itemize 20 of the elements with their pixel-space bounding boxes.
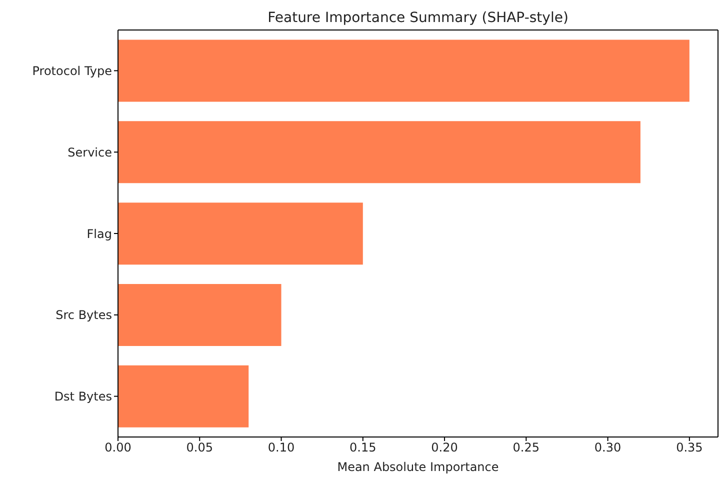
bar: [118, 121, 640, 184]
y-tick-label: Dst Bytes: [54, 390, 112, 404]
x-tick-label: 0.25: [512, 440, 540, 455]
x-tick-label: 0.30: [594, 440, 622, 455]
y-tick-label: Flag: [86, 226, 112, 241]
x-tick-label: 0.00: [104, 440, 132, 455]
bar: [118, 365, 249, 428]
x-tick-label: 0.15: [350, 440, 376, 455]
bar: [118, 284, 282, 346]
x-tick-label: 0.20: [431, 440, 458, 455]
x-tick-label: 0.10: [268, 440, 295, 455]
bar: [118, 40, 690, 102]
y-tick-label: Service: [68, 145, 112, 160]
bar: [118, 202, 363, 265]
chart-title: Feature Importance Summary (SHAP-style): [266, 10, 570, 26]
x-tick-label: 0.35: [676, 440, 703, 455]
x-axis-title: Mean Absolute Importance: [337, 460, 499, 474]
y-tick-label: Protocol Type: [32, 64, 112, 78]
x-tick-label: 0.05: [186, 440, 213, 455]
y-tick-label: Src Bytes: [56, 308, 112, 322]
